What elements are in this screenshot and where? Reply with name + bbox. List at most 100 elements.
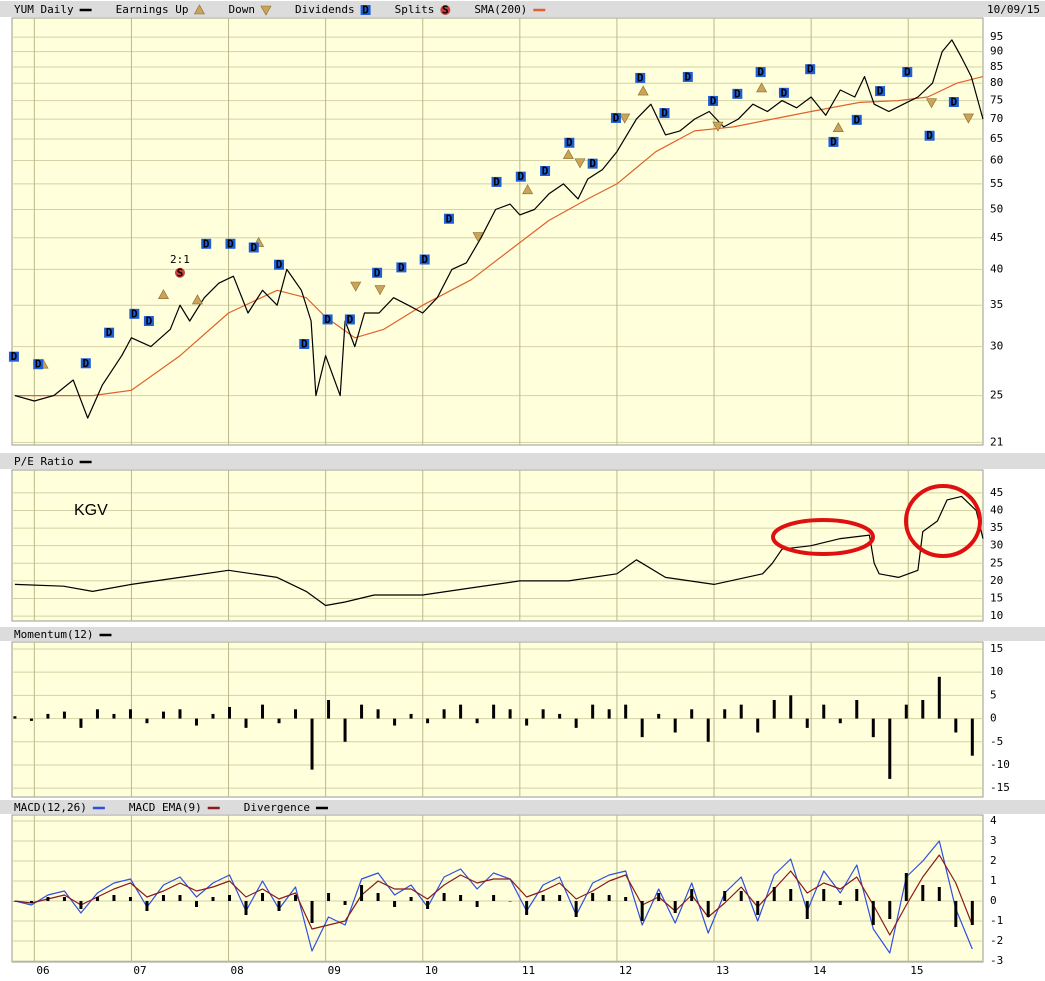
- y-tick-label: 35: [990, 298, 1003, 311]
- bar: [805, 718, 809, 728]
- bar: [442, 893, 446, 901]
- bar: [690, 889, 694, 901]
- x-tick-label: 13: [716, 964, 729, 977]
- dividend-marker: [248, 242, 259, 253]
- marker-symbol: S: [177, 266, 184, 279]
- marker-symbol: D: [11, 350, 18, 363]
- bar: [376, 893, 380, 901]
- bar: [79, 718, 83, 728]
- split-ratio: 2:1: [170, 253, 190, 266]
- earnings-down-marker: [574, 158, 586, 169]
- bar: [178, 895, 182, 901]
- bar: [459, 895, 463, 901]
- bar: [310, 718, 314, 770]
- dividend-marker: [682, 71, 693, 82]
- highlight-ellipse: [904, 484, 982, 558]
- y-tick-label: -15: [990, 781, 1010, 794]
- bar: [475, 901, 479, 907]
- bar: [475, 718, 479, 724]
- bar: [343, 718, 347, 742]
- y-tick-label: 75: [990, 94, 1003, 107]
- plot-area: [11, 641, 984, 798]
- split-marker: [174, 267, 185, 278]
- y-tick-label: 10: [990, 609, 1003, 622]
- marker-symbol: D: [203, 237, 210, 250]
- bar: [756, 901, 760, 915]
- earnings-up-marker: [562, 149, 574, 160]
- bar: [888, 901, 892, 919]
- bar: [79, 901, 83, 909]
- dividend-marker: [610, 112, 621, 123]
- dividend-marker: [443, 213, 454, 224]
- bar: [13, 901, 17, 902]
- legend-label: SMA(200): [474, 3, 527, 16]
- marker-symbol: S: [442, 4, 449, 17]
- bar: [393, 901, 397, 907]
- earnings-up-marker: [191, 294, 203, 305]
- legend-label: YUM Daily: [14, 3, 74, 16]
- y-tick-label: 65: [990, 132, 1003, 145]
- bar: [145, 901, 149, 911]
- marker-symbol: D: [807, 63, 814, 76]
- dividend-marker: [778, 87, 789, 98]
- bar: [871, 901, 875, 925]
- y-tick-label: 55: [990, 177, 1003, 190]
- marker-symbol: D: [589, 157, 596, 170]
- dividend-marker: [372, 267, 383, 278]
- bar: [327, 893, 331, 901]
- panel-header: [0, 627, 1045, 641]
- bar: [393, 718, 397, 726]
- series-line: [14, 840, 973, 954]
- y-tick-label: -10: [990, 758, 1010, 771]
- bar: [954, 901, 958, 927]
- bar: [640, 718, 644, 738]
- y-tick-label: 45: [990, 486, 1003, 499]
- marker-symbol: D: [374, 266, 381, 279]
- bar: [360, 885, 364, 901]
- bar: [211, 897, 215, 901]
- bar: [426, 901, 430, 909]
- dividend-marker: [755, 67, 766, 78]
- dividend-marker: [515, 171, 526, 182]
- dividend-marker: [129, 308, 140, 319]
- earnings-down-marker: [712, 121, 724, 132]
- series-line: [14, 76, 984, 397]
- y-tick-label: 25: [990, 389, 1003, 402]
- bar: [607, 709, 611, 719]
- bar: [921, 885, 925, 901]
- dividend-marker: [360, 5, 371, 15]
- y-tick-label: 95: [990, 30, 1003, 43]
- highlight-ellipse: [771, 518, 875, 556]
- y-tick-label: 20: [990, 574, 1003, 587]
- bar: [211, 713, 215, 719]
- bar: [46, 713, 50, 719]
- bar: [657, 893, 661, 901]
- panel-header: [0, 800, 1045, 814]
- dividend-marker: [80, 358, 91, 369]
- bar: [508, 901, 512, 902]
- dividend-marker: [875, 86, 886, 97]
- bar: [492, 895, 496, 901]
- y-tick-label: 0: [990, 712, 997, 725]
- y-tick-label: 40: [990, 503, 1003, 516]
- marker-symbol: D: [35, 358, 42, 371]
- marker-symbol: D: [446, 212, 453, 225]
- x-tick-label: 10: [425, 964, 438, 977]
- dividend-marker: [805, 64, 816, 75]
- legend-label: Splits: [395, 3, 435, 16]
- dividend-marker: [143, 316, 154, 327]
- bar: [838, 718, 842, 724]
- plot-area: [11, 814, 984, 963]
- dividend-marker: [104, 327, 115, 338]
- bar: [194, 901, 198, 907]
- marker-symbol: D: [877, 85, 884, 98]
- bar: [904, 704, 908, 719]
- series-line: [14, 495, 984, 607]
- y-tick-label: 70: [990, 112, 1003, 125]
- bar: [492, 704, 496, 719]
- legend-label: Down: [228, 3, 255, 16]
- marker-symbol: D: [566, 136, 573, 149]
- bar: [954, 718, 958, 733]
- bar: [723, 891, 727, 901]
- bar: [673, 718, 677, 733]
